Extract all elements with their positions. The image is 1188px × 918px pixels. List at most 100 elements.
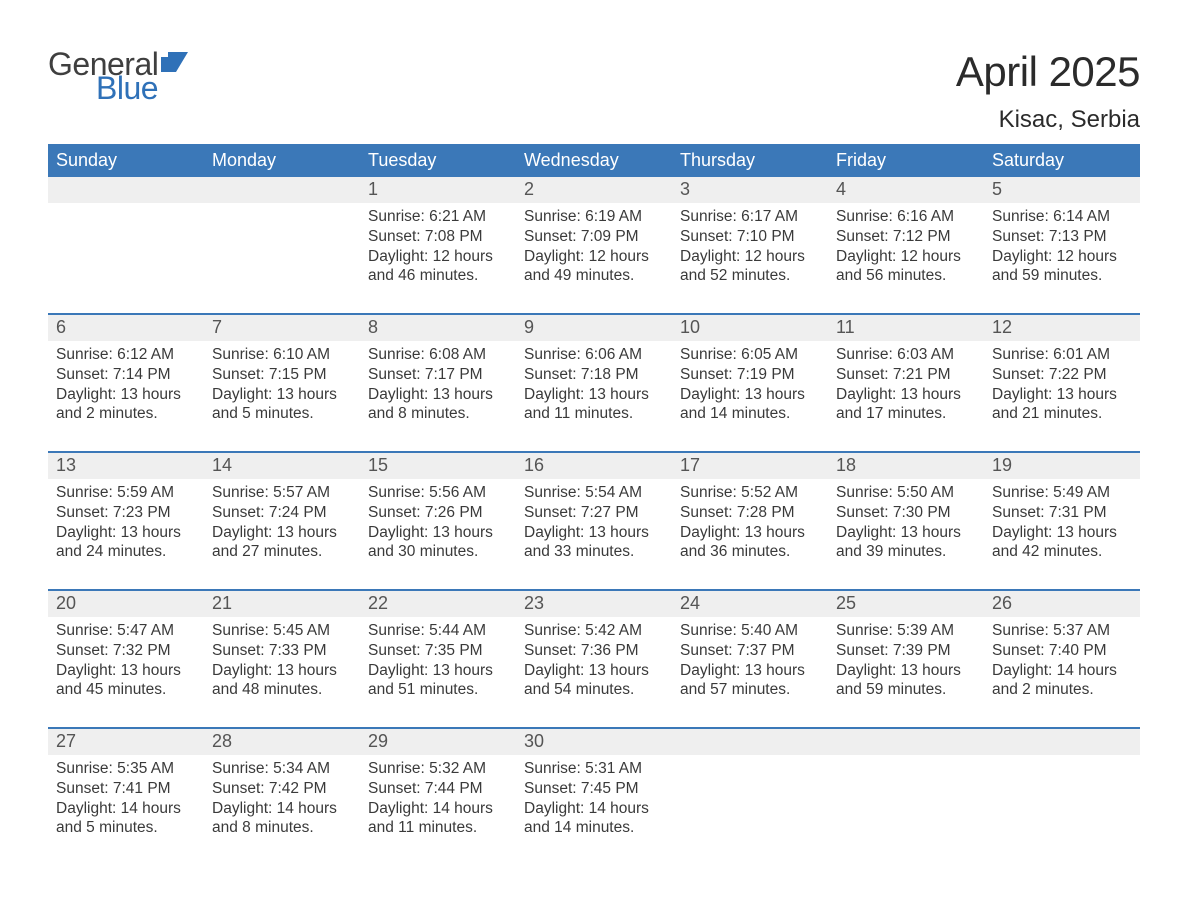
day-number: 23	[516, 591, 672, 617]
day-number: 10	[672, 315, 828, 341]
weekday-header-cell: Thursday	[672, 144, 828, 177]
sunset-line: Sunset: 7:14 PM	[56, 365, 196, 385]
daylight-line-2: and 56 minutes.	[836, 266, 976, 286]
day-cell	[984, 755, 1140, 851]
weekday-header-cell: Tuesday	[360, 144, 516, 177]
sunset-line: Sunset: 7:19 PM	[680, 365, 820, 385]
daylight-line-1: Daylight: 13 hours	[992, 385, 1132, 405]
sunset-line: Sunset: 7:33 PM	[212, 641, 352, 661]
daylight-line-2: and 39 minutes.	[836, 542, 976, 562]
daylight-line-2: and 11 minutes.	[368, 818, 508, 838]
daylight-line-1: Daylight: 12 hours	[524, 247, 664, 267]
sunset-line: Sunset: 7:10 PM	[680, 227, 820, 247]
sunrise-line: Sunrise: 5:47 AM	[56, 621, 196, 641]
sunrise-line: Sunrise: 5:52 AM	[680, 483, 820, 503]
sunrise-line: Sunrise: 6:10 AM	[212, 345, 352, 365]
day-cell: Sunrise: 5:50 AMSunset: 7:30 PMDaylight:…	[828, 479, 984, 575]
sunset-line: Sunset: 7:23 PM	[56, 503, 196, 523]
daylight-line-2: and 54 minutes.	[524, 680, 664, 700]
sunset-line: Sunset: 7:41 PM	[56, 779, 196, 799]
daylight-line-2: and 14 minutes.	[680, 404, 820, 424]
daylight-line-2: and 17 minutes.	[836, 404, 976, 424]
day-cell: Sunrise: 6:01 AMSunset: 7:22 PMDaylight:…	[984, 341, 1140, 437]
daylight-line-1: Daylight: 13 hours	[212, 523, 352, 543]
daylight-line-1: Daylight: 13 hours	[680, 385, 820, 405]
sunset-line: Sunset: 7:35 PM	[368, 641, 508, 661]
sunrise-line: Sunrise: 5:49 AM	[992, 483, 1132, 503]
sunrise-line: Sunrise: 5:42 AM	[524, 621, 664, 641]
day-number: 7	[204, 315, 360, 341]
day-cell: Sunrise: 5:57 AMSunset: 7:24 PMDaylight:…	[204, 479, 360, 575]
day-cell: Sunrise: 5:42 AMSunset: 7:36 PMDaylight:…	[516, 617, 672, 713]
sunset-line: Sunset: 7:21 PM	[836, 365, 976, 385]
day-cell: Sunrise: 5:49 AMSunset: 7:31 PMDaylight:…	[984, 479, 1140, 575]
day-number: 12	[984, 315, 1140, 341]
day-number	[828, 729, 984, 755]
daylight-line-2: and 11 minutes.	[524, 404, 664, 424]
brand-logo: General Blue	[48, 48, 189, 104]
day-cell: Sunrise: 5:54 AMSunset: 7:27 PMDaylight:…	[516, 479, 672, 575]
day-cell: Sunrise: 6:14 AMSunset: 7:13 PMDaylight:…	[984, 203, 1140, 299]
day-number-row: 13141516171819	[48, 453, 1140, 479]
daylight-line-1: Daylight: 14 hours	[212, 799, 352, 819]
day-number: 13	[48, 453, 204, 479]
daylight-line-1: Daylight: 13 hours	[836, 523, 976, 543]
sunrise-line: Sunrise: 5:56 AM	[368, 483, 508, 503]
sunrise-line: Sunrise: 6:08 AM	[368, 345, 508, 365]
daylight-line-2: and 2 minutes.	[992, 680, 1132, 700]
day-number	[672, 729, 828, 755]
day-number: 27	[48, 729, 204, 755]
daylight-line-1: Daylight: 13 hours	[524, 385, 664, 405]
sunset-line: Sunset: 7:32 PM	[56, 641, 196, 661]
sunset-line: Sunset: 7:15 PM	[212, 365, 352, 385]
daylight-line-1: Daylight: 13 hours	[836, 661, 976, 681]
day-number: 1	[360, 177, 516, 203]
day-cell: Sunrise: 5:40 AMSunset: 7:37 PMDaylight:…	[672, 617, 828, 713]
day-number: 3	[672, 177, 828, 203]
sunset-line: Sunset: 7:30 PM	[836, 503, 976, 523]
daylight-line-1: Daylight: 13 hours	[524, 523, 664, 543]
daylight-line-1: Daylight: 13 hours	[680, 523, 820, 543]
daylight-line-1: Daylight: 13 hours	[680, 661, 820, 681]
sunset-line: Sunset: 7:31 PM	[992, 503, 1132, 523]
sunrise-line: Sunrise: 5:40 AM	[680, 621, 820, 641]
daylight-line-2: and 46 minutes.	[368, 266, 508, 286]
day-number: 29	[360, 729, 516, 755]
brand-word-2: Blue	[96, 72, 189, 104]
sunset-line: Sunset: 7:08 PM	[368, 227, 508, 247]
day-cell: Sunrise: 5:39 AMSunset: 7:39 PMDaylight:…	[828, 617, 984, 713]
daylight-line-2: and 51 minutes.	[368, 680, 508, 700]
day-cell: Sunrise: 5:56 AMSunset: 7:26 PMDaylight:…	[360, 479, 516, 575]
daylight-line-1: Daylight: 14 hours	[992, 661, 1132, 681]
daylight-line-2: and 5 minutes.	[56, 818, 196, 838]
sunrise-line: Sunrise: 5:35 AM	[56, 759, 196, 779]
sunrise-line: Sunrise: 5:37 AM	[992, 621, 1132, 641]
sunset-line: Sunset: 7:36 PM	[524, 641, 664, 661]
sunrise-line: Sunrise: 6:17 AM	[680, 207, 820, 227]
day-number-row: 6789101112	[48, 315, 1140, 341]
sunrise-line: Sunrise: 5:39 AM	[836, 621, 976, 641]
sunset-line: Sunset: 7:28 PM	[680, 503, 820, 523]
day-number: 24	[672, 591, 828, 617]
sunrise-line: Sunrise: 6:19 AM	[524, 207, 664, 227]
sunset-line: Sunset: 7:22 PM	[992, 365, 1132, 385]
calendar-table: SundayMondayTuesdayWednesdayThursdayFrid…	[48, 144, 1140, 851]
daylight-line-1: Daylight: 13 hours	[368, 661, 508, 681]
sunrise-line: Sunrise: 6:05 AM	[680, 345, 820, 365]
sunrise-line: Sunrise: 5:32 AM	[368, 759, 508, 779]
daylight-line-2: and 59 minutes.	[836, 680, 976, 700]
day-cell	[48, 203, 204, 299]
day-number: 22	[360, 591, 516, 617]
day-cell: Sunrise: 5:47 AMSunset: 7:32 PMDaylight:…	[48, 617, 204, 713]
daylight-line-2: and 49 minutes.	[524, 266, 664, 286]
day-number: 26	[984, 591, 1140, 617]
sunset-line: Sunset: 7:42 PM	[212, 779, 352, 799]
day-cell: Sunrise: 6:10 AMSunset: 7:15 PMDaylight:…	[204, 341, 360, 437]
daylight-line-1: Daylight: 12 hours	[368, 247, 508, 267]
daylight-line-2: and 8 minutes.	[212, 818, 352, 838]
day-number-row: 27282930	[48, 729, 1140, 755]
weekday-header-row: SundayMondayTuesdayWednesdayThursdayFrid…	[48, 144, 1140, 177]
daylight-line-1: Daylight: 12 hours	[680, 247, 820, 267]
day-number: 14	[204, 453, 360, 479]
daylight-line-1: Daylight: 13 hours	[836, 385, 976, 405]
